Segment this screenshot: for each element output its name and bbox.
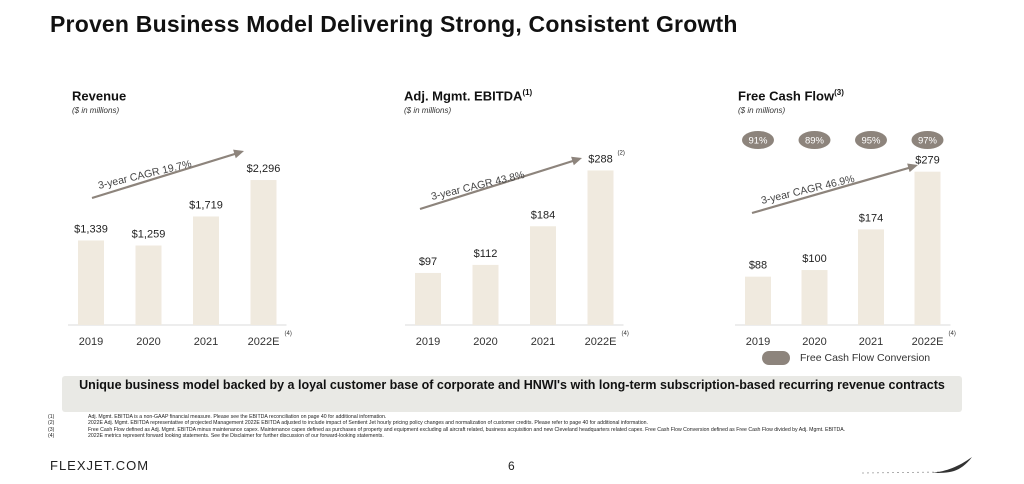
footnote-text: Free Cash Flow defined as Adj. Mgmt. EBI…: [88, 426, 846, 433]
data-label: $1,719: [189, 199, 223, 211]
tick-label: 2021: [194, 336, 218, 348]
footnote: (1) Adj. Mgmt. EBITDA is a non-GAAP finan…: [48, 414, 968, 420]
bar: [587, 170, 614, 325]
footnotes: (1) Adj. Mgmt. EBITDA is a non-GAAP finan…: [48, 414, 968, 440]
conversion-bubble: [742, 131, 774, 149]
data-label: $100: [802, 253, 826, 265]
cagr-arrow: [419, 158, 577, 211]
cagr-arrow: [751, 165, 913, 215]
bar: [415, 272, 441, 325]
bar: [745, 276, 771, 325]
tick-label: 2020: [802, 336, 826, 348]
conversion-label: 97%: [918, 136, 938, 147]
flexjet-bird-icon: [862, 457, 972, 474]
bar: [135, 245, 162, 325]
cagr-label: 3-year CAGR 46.9%: [760, 173, 856, 207]
chart-title-text: Free Cash Flow: [738, 88, 835, 104]
tick-label-sup: (4): [949, 331, 956, 337]
data-label: $1,339: [74, 223, 108, 235]
footnote: (4) 2022E metrics represent forward looki…: [48, 433, 968, 439]
bar: [801, 270, 828, 325]
chart-subtitle-ebitda: ($ in millions): [404, 106, 452, 115]
tick-label: 2019: [746, 336, 770, 348]
data-label: $174: [859, 212, 883, 224]
footnote-number: (4): [48, 433, 55, 440]
legend: Free Cash Flow Conversion: [762, 351, 930, 365]
flexjet-logo: FLEXJET.COM: [50, 458, 150, 473]
conversion-bubble: [911, 131, 944, 149]
data-label: $112: [474, 248, 498, 260]
chart-title-sup: (1): [522, 88, 533, 97]
cagr-arrow-head: [233, 149, 244, 159]
legend-label: Free Cash Flow Conversion: [800, 352, 931, 364]
legend-swatch-icon: [762, 351, 790, 365]
cagr-arrow-head: [571, 156, 582, 166]
conversion-label: 91%: [748, 136, 768, 147]
data-label: $97: [419, 256, 437, 268]
footnote: (2) 2022E Adj. Mgmt. EBITDA representativ…: [48, 420, 968, 426]
data-label: $279: [915, 155, 939, 167]
page-title: Proven Business Model Delivering Strong,…: [50, 11, 738, 37]
conversion-label: 89%: [805, 136, 825, 147]
tick-label: 2022E: [912, 336, 944, 348]
tick-label: 2019: [79, 336, 103, 348]
data-label: $2,296: [247, 163, 281, 175]
cagr-arrow: [91, 151, 239, 200]
chart-title-ebitda: Adj. Mgmt. EBITDA(1): [404, 88, 532, 103]
chart-title-fcf: Free Cash Flow(3): [738, 88, 844, 103]
bar: [78, 240, 104, 325]
revenue-chart: $1,339 2019 $1,259 2020 $1,719 2021 $2,296 2022…: [68, 149, 292, 348]
data-label: $184: [531, 209, 555, 221]
footnote-number: (3): [48, 426, 55, 433]
tick-label-sup: (4): [285, 331, 292, 337]
chart-title-text: Adj. Mgmt. EBITDA: [404, 88, 523, 104]
tick-label: 2021: [531, 336, 555, 348]
tick-label: 2019: [416, 336, 440, 348]
fcf-chart: $88 2019 91% $100 2020 89% $174 2021 95% $279 2022…: [735, 131, 956, 348]
chart-subtitle-fcf: ($ in millions): [738, 106, 786, 115]
data-label-sup: (2): [618, 150, 625, 156]
chart-title-text: Revenue: [72, 88, 127, 104]
chart-subtitle-revenue: ($ in millions): [72, 106, 120, 115]
footnote-text: 2022E Adj. Mgmt. EBITDA representative o…: [88, 420, 648, 427]
chart-title-sup: (3): [834, 88, 844, 97]
data-label: $1,259: [132, 229, 166, 241]
bar: [250, 180, 277, 325]
page-number: 6: [508, 459, 515, 473]
footnote: (3) Free Cash Flow defined as Adj. Mgmt. …: [48, 427, 968, 433]
bar: [193, 216, 219, 325]
footnote-number: (2): [48, 420, 55, 427]
conversion-bubble: [798, 131, 831, 149]
cagr-arrow-head: [907, 163, 918, 173]
footnote-text: Adj. Mgmt. EBITDA is a non-GAAP financia…: [88, 414, 387, 420]
tick-label: 2021: [859, 336, 883, 348]
data-label: $88: [749, 260, 767, 272]
bar: [858, 229, 884, 325]
tick-label-sup: (4): [622, 331, 629, 337]
bar: [530, 226, 556, 325]
chart-title-revenue: Revenue: [72, 88, 126, 103]
bar: [914, 171, 941, 325]
data-label: $288: [588, 153, 612, 165]
tick-label: 2020: [136, 336, 160, 348]
tick-label: 2020: [473, 336, 497, 348]
bar: [472, 264, 499, 325]
conversion-bubble: [855, 131, 887, 149]
tick-label: 2022E: [585, 336, 617, 348]
footnote-number: (1): [48, 414, 55, 420]
conversion-label: 95%: [861, 136, 881, 147]
footnote-text: 2022E metrics represent forward looking …: [88, 433, 384, 440]
tick-label: 2022E: [248, 336, 280, 348]
summary-banner: Unique business model backed by a loyal …: [62, 376, 962, 412]
